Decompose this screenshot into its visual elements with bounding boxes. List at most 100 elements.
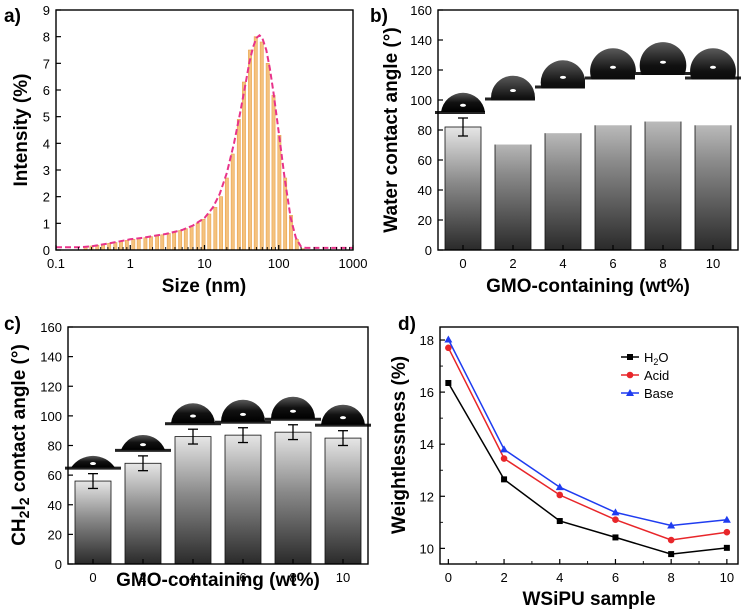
x-tick-label: 10 bbox=[720, 570, 734, 585]
y-tick-label: 140 bbox=[410, 33, 432, 48]
droplet-highlight bbox=[610, 65, 616, 69]
data-point bbox=[445, 344, 452, 352]
y-title-ch: CH bbox=[9, 518, 30, 545]
histogram-bar bbox=[265, 63, 270, 251]
droplet-mask bbox=[635, 75, 691, 122]
droplet bbox=[271, 396, 315, 419]
droplet bbox=[321, 404, 365, 425]
histogram-bar bbox=[248, 49, 252, 251]
y-tick-label: 9 bbox=[43, 3, 50, 18]
y-tick-label: 20 bbox=[418, 213, 432, 228]
legend-label-acid: Acid bbox=[644, 368, 669, 383]
droplet-image bbox=[685, 48, 741, 126]
series-line-acid bbox=[447, 347, 728, 541]
size-distribution-chart: 0 1 2 3 4 5 6 7 8 9 0.1 1 10 100 1000 Size (nm) Intens… bbox=[11, 3, 367, 297]
y-tick-label: 1 bbox=[43, 216, 50, 231]
data-point bbox=[444, 335, 453, 343]
legend-marker-base bbox=[626, 389, 634, 396]
droplet-image bbox=[165, 403, 221, 426]
x-tick-label: 1 bbox=[127, 256, 134, 271]
data-point bbox=[612, 516, 619, 524]
x-axis-title: GMO-containing (wt%) bbox=[486, 276, 690, 297]
plot-frame bbox=[67, 326, 369, 565]
data-point bbox=[555, 483, 564, 491]
droplet bbox=[121, 434, 165, 450]
y-tick-label: 2 bbox=[43, 190, 50, 205]
droplet-substrate bbox=[65, 466, 121, 470]
droplet-image bbox=[485, 75, 541, 145]
histogram-bar bbox=[183, 228, 188, 251]
legend-marker-acid bbox=[626, 371, 634, 379]
histogram-bar bbox=[119, 241, 123, 251]
data-point bbox=[501, 476, 508, 483]
x-tick-label: 6 bbox=[239, 570, 246, 585]
data-point bbox=[667, 536, 675, 544]
water-contact-angle-chart: 0 20 40 60 80 100 120 140 160 0 2 4 6 8 10 GMO-contain… bbox=[381, 3, 741, 297]
bar bbox=[324, 437, 362, 565]
y-tick-label: 16 bbox=[420, 385, 434, 400]
y-tick-label: 140 bbox=[40, 350, 62, 365]
x-tick-label: 8 bbox=[289, 570, 296, 585]
histogram-bar bbox=[242, 81, 246, 251]
x-tick-label: 0 bbox=[89, 570, 96, 585]
data-point bbox=[668, 551, 675, 558]
droplet-highlight bbox=[340, 416, 346, 420]
x-tick-label: 2 bbox=[500, 570, 507, 585]
plot-frame bbox=[55, 9, 354, 251]
data-point bbox=[611, 508, 620, 516]
y-tick-label: 0 bbox=[55, 557, 62, 572]
droplet-substrate bbox=[315, 423, 371, 427]
histogram-bar bbox=[131, 239, 136, 251]
y-tick-label: 100 bbox=[410, 93, 432, 108]
panel-label-d: d) bbox=[398, 314, 416, 335]
series-line-base bbox=[447, 339, 727, 527]
plot-frame bbox=[439, 326, 739, 565]
weightlessness-chart: 10 12 14 16 18 0 2 4 6 8 10 WSiPU sample Weightles… bbox=[389, 326, 739, 610]
histogram-bar bbox=[143, 237, 148, 251]
y-tick-label: 7 bbox=[43, 56, 50, 71]
x-tick-label: 100 bbox=[268, 256, 290, 271]
x-axis-title: GMO-containing (wt%) bbox=[116, 570, 320, 591]
y-tick-label: 12 bbox=[420, 489, 434, 504]
x-tick-label: 6 bbox=[612, 570, 619, 585]
legend-label-h2o: H2O bbox=[644, 350, 669, 367]
histogram-bar bbox=[219, 196, 223, 251]
bar bbox=[224, 434, 262, 565]
x-tick-label: 8 bbox=[668, 570, 675, 585]
histogram-bar bbox=[236, 119, 241, 251]
bar bbox=[74, 480, 112, 565]
panel-label-b: b) bbox=[370, 6, 388, 27]
series-line-h2o bbox=[447, 382, 727, 555]
x-axis-title: WSiPU sample bbox=[522, 589, 655, 610]
y-tick-label: 160 bbox=[40, 320, 62, 335]
histogram-bar bbox=[113, 242, 118, 251]
droplet-image bbox=[215, 399, 271, 424]
droplet-highlight bbox=[710, 65, 716, 69]
axes: 0 20 40 60 80 100 120 140 160 0 2 4 6 8 10 bbox=[410, 3, 720, 271]
droplet-image bbox=[635, 42, 691, 122]
y-tick-label: 0 bbox=[43, 243, 50, 258]
y-tick-label: 20 bbox=[48, 527, 62, 542]
histogram-bar bbox=[160, 234, 165, 251]
histogram-bar bbox=[283, 177, 288, 251]
x-tick-label: 8 bbox=[659, 256, 666, 271]
bar bbox=[444, 126, 482, 251]
droplet-highlight bbox=[90, 462, 96, 466]
series-lines bbox=[444, 335, 731, 558]
droplet-image bbox=[115, 434, 171, 452]
y-tick-label: 40 bbox=[48, 498, 62, 513]
y-tick-label: 120 bbox=[40, 379, 62, 394]
droplet-highlight bbox=[660, 60, 666, 64]
y-tick-label: 60 bbox=[48, 468, 62, 483]
y-tick-label: 4 bbox=[43, 136, 50, 151]
droplet-highlight bbox=[510, 89, 516, 93]
histogram-bar bbox=[178, 230, 183, 251]
histogram-bar bbox=[224, 177, 229, 251]
y-tick-label: 160 bbox=[410, 3, 432, 18]
x-tick-label: 4 bbox=[559, 256, 566, 271]
droplet-mask bbox=[685, 79, 741, 126]
droplet-image bbox=[265, 396, 321, 421]
x-tick-label: 10 bbox=[197, 256, 211, 271]
droplet-substrate bbox=[215, 420, 271, 424]
